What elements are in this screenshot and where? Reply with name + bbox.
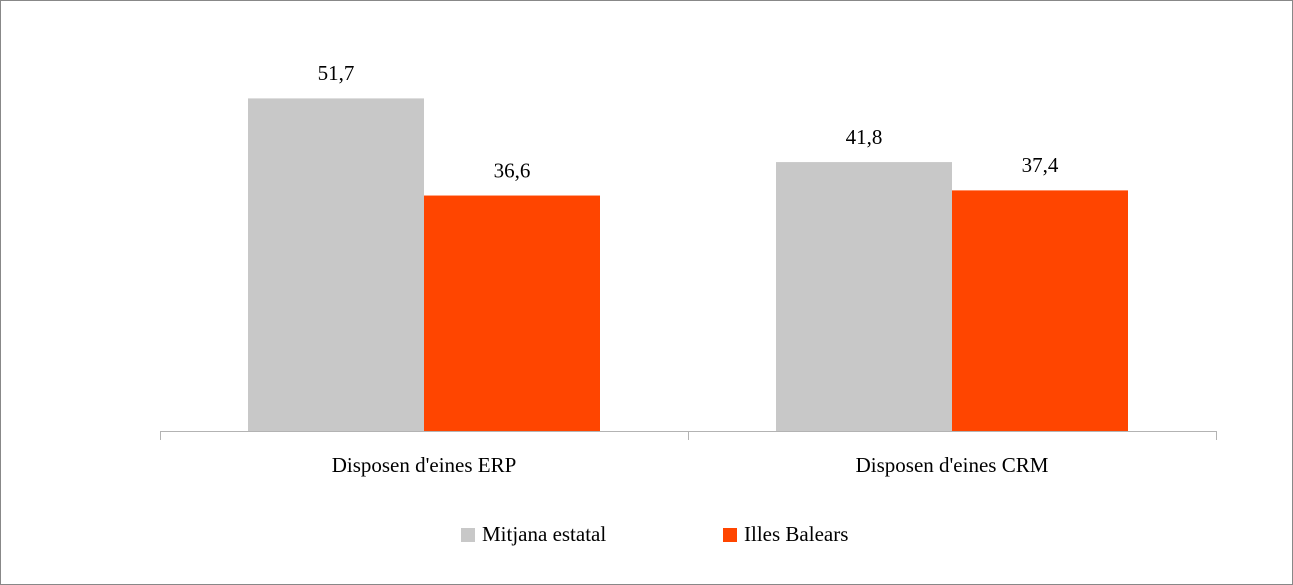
legend-swatch <box>723 528 737 542</box>
legend-label: Illes Balears <box>744 522 848 546</box>
bar <box>424 195 600 431</box>
value-label: 37,4 <box>1022 153 1059 177</box>
legend-label: Mitjana estatal <box>482 522 606 546</box>
x-tick-label: Disposen d'eines CRM <box>856 453 1049 477</box>
x-tick-label: Disposen d'eines ERP <box>332 453 517 477</box>
value-label: 51,7 <box>318 61 355 85</box>
bar <box>776 162 952 431</box>
legend-swatch <box>461 528 475 542</box>
bar <box>248 98 424 431</box>
value-label: 36,6 <box>494 158 531 182</box>
value-label: 41,8 <box>846 125 883 149</box>
bar <box>952 190 1128 431</box>
